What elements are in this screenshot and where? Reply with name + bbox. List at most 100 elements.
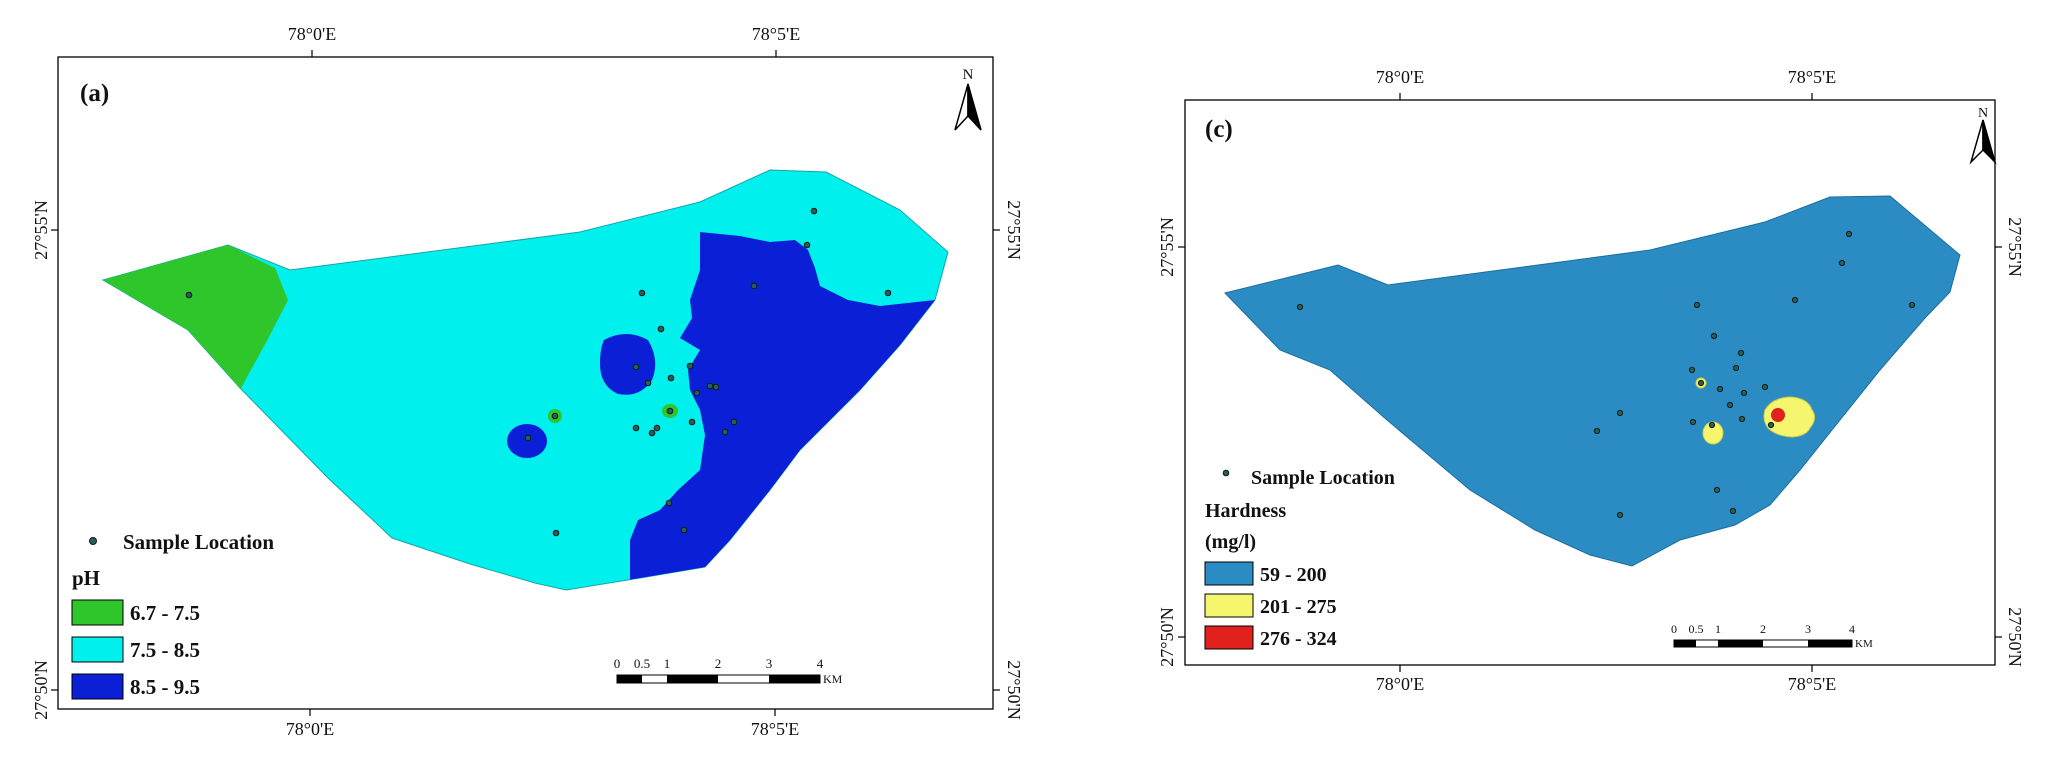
sample-point <box>1710 332 1718 340</box>
lon-label-bottom-right: 78°5'E <box>751 719 799 739</box>
sample-point <box>750 282 758 290</box>
sample-point <box>524 434 532 442</box>
sample-point <box>665 499 673 507</box>
legend-swatch-1 <box>1204 561 1254 586</box>
legend-label-2: 201 - 275 <box>1260 596 1337 618</box>
svg-text:KM: KM <box>1855 638 1873 650</box>
svg-text:0: 0 <box>1671 622 1677 636</box>
sample-point <box>1732 364 1740 372</box>
sample-point <box>721 428 729 436</box>
north-arrow-icon: N <box>954 67 982 131</box>
sample-point <box>1716 385 1724 393</box>
lon-label-bottom-left: 78°0'E <box>1376 674 1424 694</box>
scale-bar-a: 0 0.5 1 2 3 4 KM <box>614 656 843 686</box>
sample-point <box>1740 389 1748 397</box>
legend-title-hardness: Hardness <box>1205 500 1286 522</box>
sample-point <box>1689 418 1697 426</box>
sample-point <box>648 429 656 437</box>
svg-text:1: 1 <box>664 656 671 671</box>
sample-location-legend-label: Sample Location <box>1251 467 1395 489</box>
lon-label-top-right: 78°5'E <box>752 24 800 44</box>
lat-label-left-top: 27°55'N <box>31 200 51 259</box>
sample-point <box>1593 427 1601 435</box>
lon-label-top-right: 78°5'E <box>1788 67 1836 87</box>
svg-text:2: 2 <box>715 656 722 671</box>
legend-label-1: 59 - 200 <box>1260 564 1327 586</box>
svg-text:2: 2 <box>1760 622 1766 636</box>
sample-location-legend-label: Sample Location <box>123 530 274 554</box>
hardness-zone-201-275-small <box>1702 421 1724 445</box>
legend-label-3: 276 - 324 <box>1260 628 1337 650</box>
legend-a: Sample Location pH 6.7 - 7.5 7.5 - 8.5 8… <box>71 530 274 700</box>
sample-point <box>667 374 675 382</box>
lat-label-right-top: 27°55'N <box>1004 200 1024 259</box>
sample-points-c <box>1296 230 1916 519</box>
sample-point <box>1791 296 1799 304</box>
svg-text:3: 3 <box>766 656 773 671</box>
north-arrow-icon: N <box>1969 106 1997 165</box>
svg-text:KM: KM <box>823 672 843 686</box>
ph-zone-map <box>101 169 949 591</box>
svg-text:0.5: 0.5 <box>1689 622 1704 636</box>
legend-label-2: 7.5 - 8.5 <box>130 638 200 662</box>
map-panel-c: 78°0'E 78°5'E 78°0'E 78°5'E 27°55'N 27°5… <box>1157 67 2025 694</box>
legend-title-ph: pH <box>72 566 100 590</box>
sample-point <box>638 289 646 297</box>
svg-text:N: N <box>963 67 974 83</box>
sample-point <box>1616 511 1624 519</box>
sample-point <box>803 241 811 249</box>
sample-point <box>1296 303 1304 311</box>
sample-point <box>884 289 892 297</box>
sample-point <box>552 529 560 537</box>
lon-label-bottom-right: 78°5'E <box>1788 674 1836 694</box>
sample-point <box>1908 301 1916 309</box>
map-panel-a: 78°0'E 78°5'E 78°0'E 78°5'E 27°55'N 27°5… <box>31 24 1024 739</box>
legend-swatch-3 <box>1204 625 1254 650</box>
ph-zone-8-5-9-5-small <box>600 334 656 395</box>
hardness-zone-201-275-large <box>1763 396 1816 438</box>
sample-location-legend-icon <box>89 537 97 545</box>
sample-point <box>1767 421 1775 429</box>
sample-point <box>730 418 738 426</box>
sample-point <box>1616 409 1624 417</box>
svg-text:4: 4 <box>817 656 824 671</box>
legend-swatch-2 <box>1204 593 1254 618</box>
sample-point <box>185 291 193 299</box>
sample-point <box>693 389 701 397</box>
sample-point <box>1697 379 1705 387</box>
svg-text:3: 3 <box>1805 622 1811 636</box>
legend-subtitle-unit: (mg/l) <box>1205 531 1256 553</box>
sample-point <box>551 412 559 420</box>
lat-label-right-bottom: 27°50'N <box>2005 607 2025 666</box>
ph-zone-8-5-9-5-main <box>630 232 935 582</box>
panel-label-c: (c) <box>1205 116 1233 143</box>
sample-points-a <box>185 207 892 537</box>
sample-point <box>644 379 652 387</box>
sample-point <box>706 382 714 390</box>
lon-label-top-left: 78°0'E <box>288 24 336 44</box>
sample-point <box>1693 301 1701 309</box>
sample-point <box>680 526 688 534</box>
sample-point <box>686 362 694 370</box>
lon-label-top-left: 78°0'E <box>1376 67 1424 87</box>
sample-point <box>657 325 665 333</box>
svg-text:N: N <box>1978 106 1988 121</box>
legend-swatch-1 <box>71 599 124 626</box>
lat-label-left-top: 27°55'N <box>1157 217 1177 276</box>
lat-label-left-bottom: 27°50'N <box>31 660 51 719</box>
sample-point <box>1726 401 1734 409</box>
sample-point <box>653 424 661 432</box>
legend-swatch-3 <box>71 673 124 700</box>
sample-point <box>1838 259 1846 267</box>
legend-swatch-2 <box>71 636 124 663</box>
hardness-zone-map <box>1224 195 1961 567</box>
lat-label-left-bottom: 27°50'N <box>1157 607 1177 666</box>
sample-point <box>810 207 818 215</box>
svg-text:1: 1 <box>1715 622 1721 636</box>
svg-text:0: 0 <box>614 656 621 671</box>
sample-point <box>1845 230 1853 238</box>
legend-label-3: 8.5 - 9.5 <box>130 675 200 699</box>
sample-point <box>1713 486 1721 494</box>
lat-label-right-top: 27°55'N <box>2005 217 2025 276</box>
sample-point <box>712 383 720 391</box>
